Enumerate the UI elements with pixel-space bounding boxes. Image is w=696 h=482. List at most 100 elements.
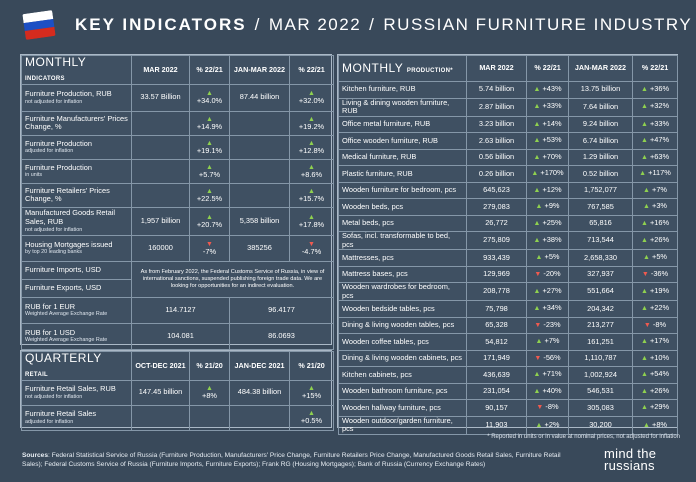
value-cell: 65,816 xyxy=(568,214,633,233)
table-row: Office metal furniture, RUB 3.23 billion ▲… xyxy=(338,115,678,134)
value-cell: 231,054 xyxy=(466,382,527,401)
pct-change: ▲ +26% xyxy=(632,382,678,401)
table-row: Furniture Retail Sales, RUB not adjusted … xyxy=(21,379,334,406)
up-arrow-icon: ▲ xyxy=(640,120,648,128)
exchange-rate-value: 96.4177 xyxy=(229,296,334,324)
pct-change: ▲ +32% xyxy=(632,97,678,117)
value-cell: 5,358 billion xyxy=(229,206,290,236)
pct-change: ▲ +54% xyxy=(632,366,678,384)
up-arrow-icon: ▲ xyxy=(640,237,648,245)
pct-change: ▼ -20% xyxy=(526,265,569,284)
value-cell: 385256 xyxy=(229,234,290,262)
up-arrow-icon: ▲ xyxy=(639,170,647,178)
pct-change: ▲ +12.8% xyxy=(289,134,334,160)
value-cell: 6.74 billion xyxy=(568,132,633,150)
quarterly-retail-panel: QUARTERLY RETAIL OCT-DEC 2021 % 21/20 JA… xyxy=(20,350,334,431)
monthly-production-title: MONTHLY PRODUCTION* xyxy=(338,55,467,82)
monthly-indicators-table: MONTHLY INDICATORS MAR 2022 % 22/21 JAN-… xyxy=(21,55,334,350)
row-label: RUB for 1 USD Weighted Average Exchange R… xyxy=(21,322,132,350)
table-row: Dining & living wooden cabinets, pcs 171,… xyxy=(338,349,678,368)
up-arrow-icon: ▲ xyxy=(308,385,315,393)
table-row: Plastic furniture, RUB 0.26 billion ▲ +170… xyxy=(338,165,678,183)
customs-note: As from February 2022, the Federal Custo… xyxy=(131,260,334,298)
up-arrow-icon: ▲ xyxy=(643,203,650,211)
up-arrow-icon: ▲ xyxy=(640,338,648,346)
row-label: Kitchen cabinets, pcs xyxy=(338,366,467,384)
table-row: Mattress bases, pcs 129,969 ▼ -20% 327,937 ▼… xyxy=(338,265,678,284)
up-arrow-icon: ▲ xyxy=(640,288,648,296)
table-row: Wooden bedside tables, pcs 75,798 ▲ +34% 20… xyxy=(338,300,678,318)
monthly-production-panel: MONTHLY PRODUCTION* MAR 2022 % 22/21 JAN… xyxy=(337,54,678,435)
value-cell: 5.74 billion xyxy=(466,81,527,99)
pct-change: ▲ +36% xyxy=(632,81,678,99)
pct-change: ▲ +3% xyxy=(632,198,678,216)
row-label: RUB for 1 EUR Weighted Average Exchange R… xyxy=(21,296,132,324)
pct-change xyxy=(189,404,230,431)
pct-change: ▲ +170% xyxy=(526,165,569,183)
value-cell: 30,200 xyxy=(568,415,633,435)
pct-change: ▲ +5.7% xyxy=(189,158,230,184)
col-header: % 21/20 xyxy=(289,351,334,381)
table-row: Furniture Production adjusted for inflati… xyxy=(21,134,334,160)
table-row: Wooden coffee tables, pcs 54,812 ▲ +7% 161,… xyxy=(338,333,678,351)
quarterly-retail-table: QUARTERLY RETAIL OCT-DEC 2021 % 21/20 JA… xyxy=(21,351,334,431)
value-cell: 551,664 xyxy=(568,282,633,302)
down-arrow-icon: ▼ xyxy=(534,321,542,329)
up-arrow-icon: ▲ xyxy=(535,338,543,346)
value-cell: 484.38 billion xyxy=(229,379,290,406)
pct-change: ▼ -7% xyxy=(189,234,230,262)
up-arrow-icon: ▲ xyxy=(643,421,650,429)
value-cell: 26,772 xyxy=(466,214,527,233)
up-arrow-icon: ▲ xyxy=(640,103,648,111)
row-label: Sofas, incl. transformable to bed, pcs xyxy=(338,231,467,251)
up-arrow-icon: ▲ xyxy=(533,387,541,395)
pct-change: ▲ +7% xyxy=(632,181,678,200)
row-label: Medical furniture, RUB xyxy=(338,148,467,167)
value-cell: 129,969 xyxy=(466,265,527,284)
pct-change: ▲ +8% xyxy=(189,379,230,406)
up-arrow-icon: ▲ xyxy=(206,115,213,123)
value-cell: 1.29 billion xyxy=(568,148,633,167)
value-cell: 713,544 xyxy=(568,231,633,251)
pct-change: ▲ +25% xyxy=(526,214,569,233)
value-cell: 7.64 billion xyxy=(568,97,633,117)
table-row: Wooden wardrobes for bedroom, pcs 208,778… xyxy=(338,282,678,302)
pct-change: ▼ -23% xyxy=(526,316,569,335)
col-header: % 22/21 xyxy=(289,55,334,85)
row-label: Wooden furniture for bedroom, pcs xyxy=(338,181,467,200)
table-row: Mattresses, pcs 933,439 ▲ +5% 2,658,330 ▲ +5… xyxy=(338,249,678,267)
up-arrow-icon: ▲ xyxy=(206,213,213,221)
table-row: Wooden bathroom furniture, pcs 231,054 ▲ +… xyxy=(338,382,678,401)
value-cell: 9.24 billion xyxy=(568,115,633,134)
pct-change: ▲ +27% xyxy=(526,282,569,302)
value-cell: 208,778 xyxy=(466,282,527,302)
down-arrow-icon: ▼ xyxy=(308,240,315,248)
table-row: Dining & living wooden tables, pcs 65,328… xyxy=(338,316,678,335)
row-label: Furniture Production, RUB not adjusted fo… xyxy=(21,83,132,112)
pct-change: ▲ +29% xyxy=(632,399,678,417)
row-label: Wooden hallway furniture, pcs xyxy=(338,399,467,417)
value-cell: 933,439 xyxy=(466,249,527,267)
logo: mind the russians xyxy=(604,446,657,474)
value-cell: 2,658,330 xyxy=(568,249,633,267)
up-arrow-icon: ▲ xyxy=(533,103,541,111)
table-row: Sofas, incl. transformable to bed, pcs 27… xyxy=(338,231,678,251)
pct-change: ▲ +14.9% xyxy=(189,110,230,136)
pct-change: ▲ +43% xyxy=(526,81,569,99)
table-row: Office wooden furniture, RUB 2.63 billion… xyxy=(338,132,678,150)
row-label: Wooden coffee tables, pcs xyxy=(338,333,467,351)
pct-change: ▲ +14% xyxy=(526,115,569,134)
pct-change: ▲ +32.0% xyxy=(289,83,334,112)
up-arrow-icon: ▲ xyxy=(640,305,648,313)
pct-change: ▲ +2% xyxy=(526,415,569,435)
col-header: OCT-DEC 2021 xyxy=(131,351,190,381)
pct-change: ▼ -36% xyxy=(632,265,678,284)
value-cell: 0.26 billion xyxy=(466,165,527,183)
pct-change: ▼ -8% xyxy=(632,316,678,335)
row-label: Furniture Imports, USD xyxy=(21,260,132,280)
up-arrow-icon: ▲ xyxy=(640,354,648,362)
table-row: Furniture Retailers' Prices Change, % ▲ +2… xyxy=(21,182,334,208)
row-label: Mattresses, pcs xyxy=(338,249,467,267)
pct-change: ▲ +53% xyxy=(526,132,569,150)
value-cell: 546,531 xyxy=(568,382,633,401)
